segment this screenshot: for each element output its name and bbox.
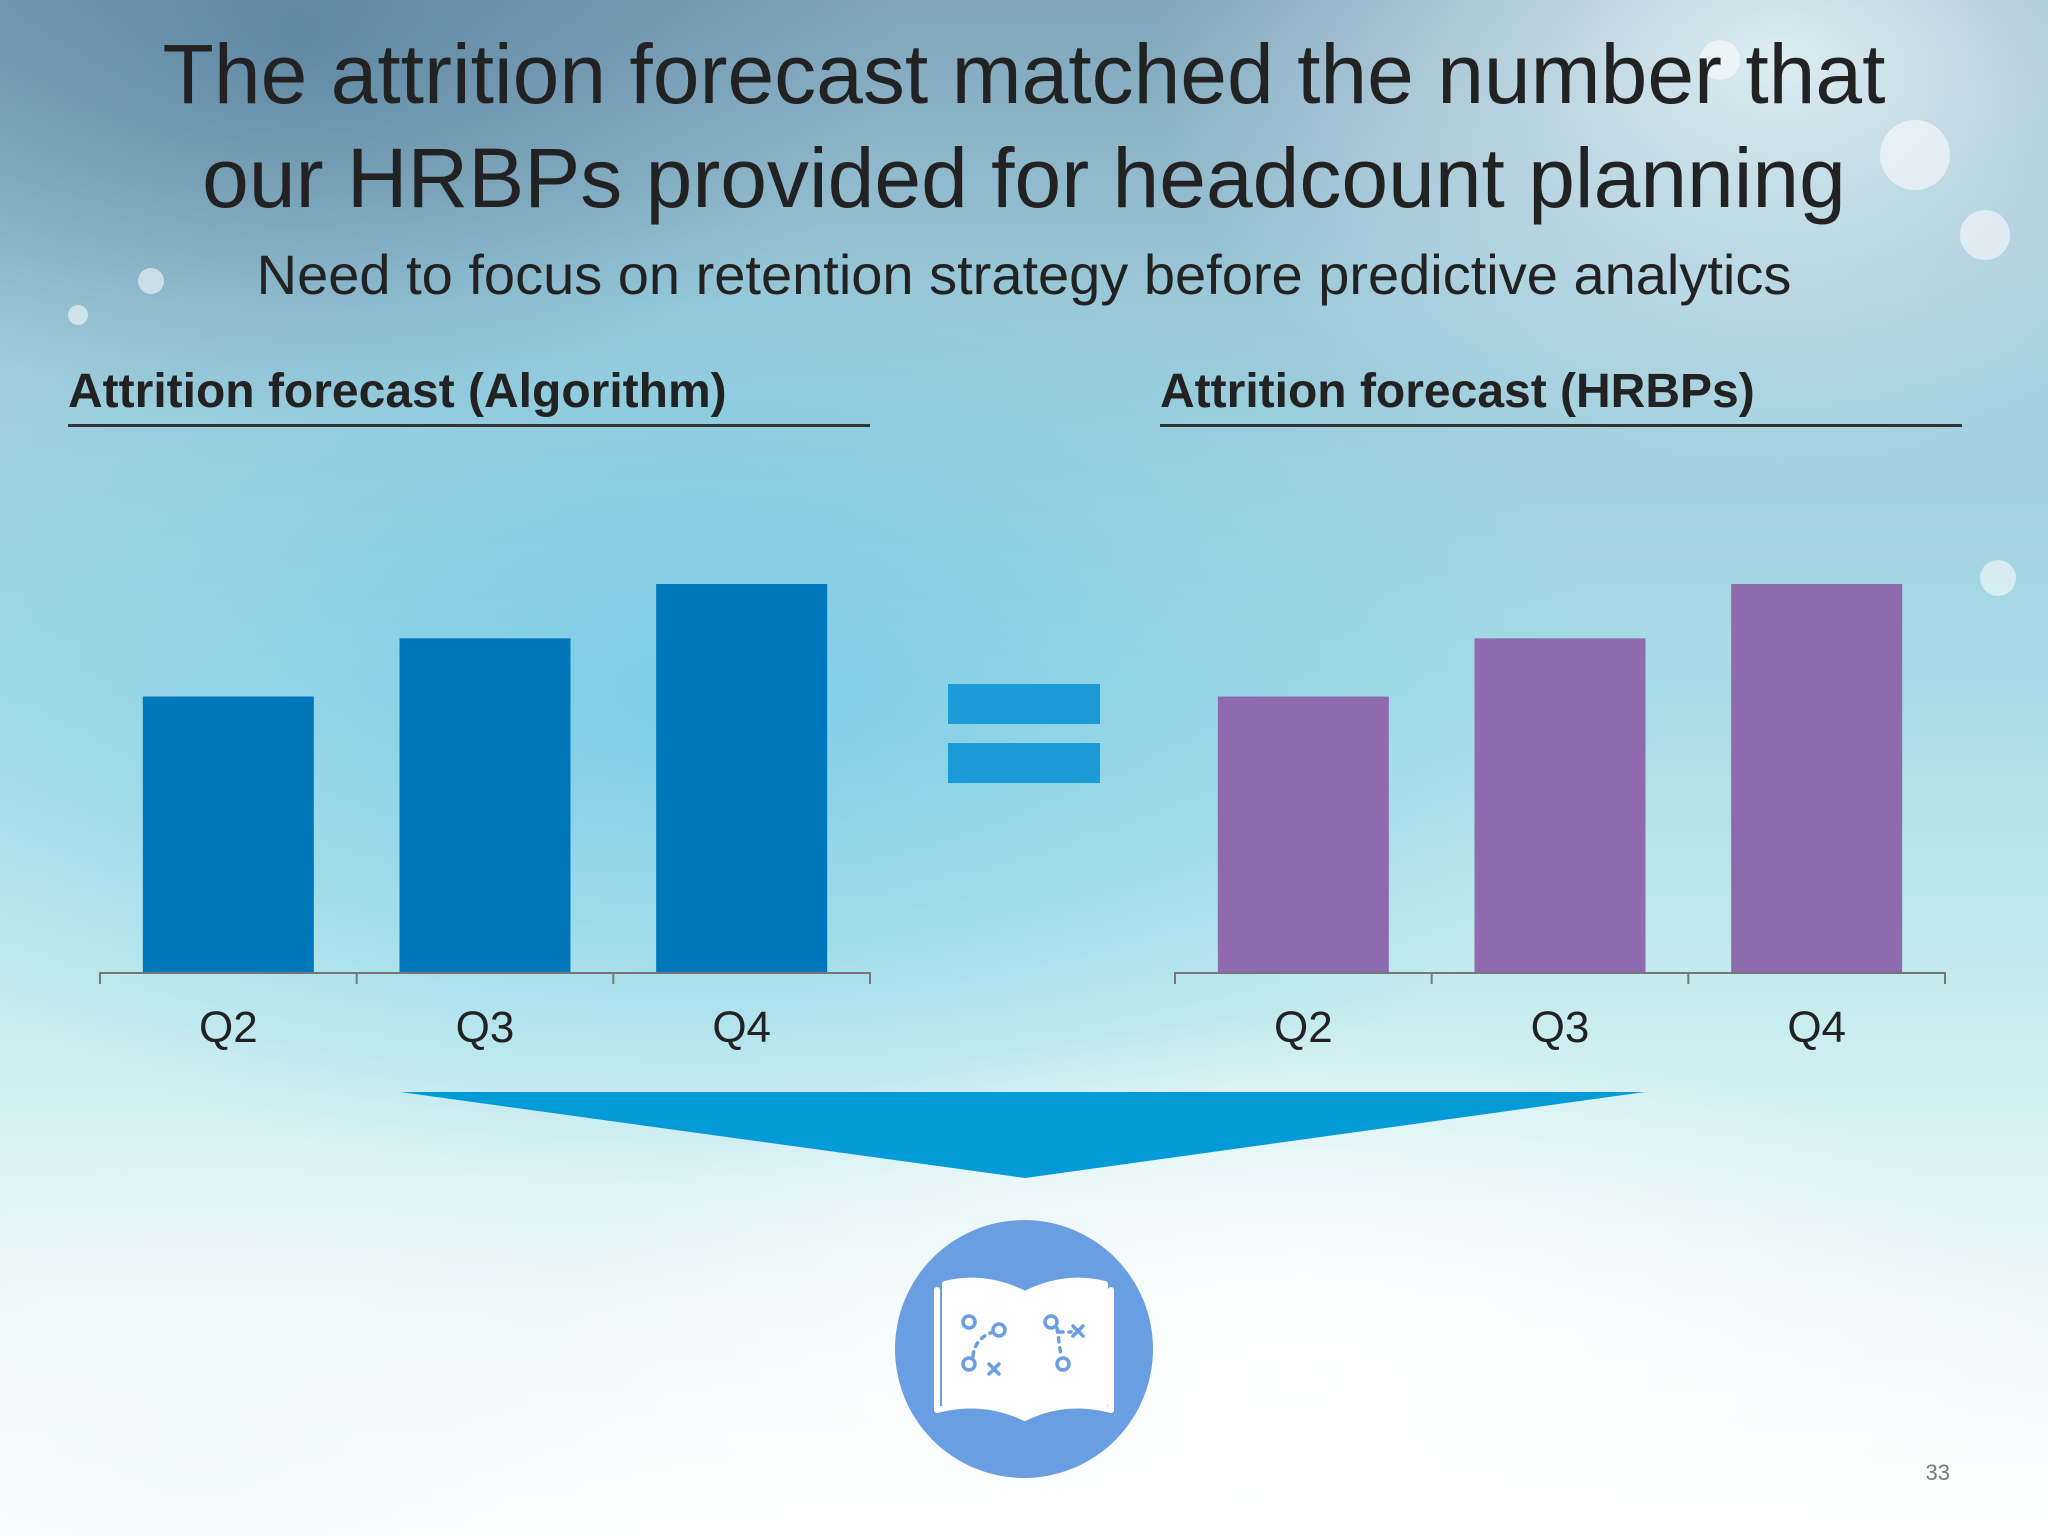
equals-sign-icon-top-bar bbox=[948, 684, 1100, 724]
algorithm-tick-label-q4: Q4 bbox=[712, 1003, 771, 1052]
bokeh-light bbox=[1880, 120, 1950, 190]
bokeh-light bbox=[138, 268, 164, 294]
slide-title: The attrition forecast matched the numbe… bbox=[60, 22, 1988, 230]
funnel-arrow-down-icon bbox=[400, 1092, 1645, 1178]
slide-title-line-2: our HRBPs provided for headcount plannin… bbox=[202, 131, 1846, 225]
slide-subtitle: Need to focus on retention strategy befo… bbox=[256, 243, 1792, 306]
bokeh-light bbox=[1960, 210, 2010, 260]
hrbp-tick-label-q2: Q2 bbox=[1274, 1003, 1333, 1052]
hrbp-bar-q4 bbox=[1731, 584, 1903, 972]
hrbp-chart-title: Attrition forecast (HRBPs) bbox=[1160, 362, 1962, 427]
algorithm-tick-label-q3: Q3 bbox=[456, 1003, 515, 1052]
bokeh-light bbox=[68, 305, 88, 325]
hrbp-bar-chart: Q2 Q3 Q4 bbox=[1174, 584, 1946, 1052]
algorithm-tick-label-q2: Q2 bbox=[199, 1003, 258, 1052]
hrbp-tick-label-q4: Q4 bbox=[1787, 1003, 1846, 1052]
page-number: 33 bbox=[1925, 1460, 1950, 1485]
playbook-book-icon bbox=[895, 1220, 1153, 1478]
algorithm-bar-q4 bbox=[656, 584, 828, 972]
hrbp-bar-q3 bbox=[1474, 638, 1646, 972]
algorithm-chart-title: Attrition forecast (Algorithm) bbox=[68, 362, 870, 427]
hrbp-tick-label-q3: Q3 bbox=[1531, 1003, 1590, 1052]
algorithm-bar-q3 bbox=[399, 638, 571, 972]
algorithm-bar-chart: Q2 Q3 Q4 bbox=[99, 584, 871, 1052]
bokeh-light bbox=[1980, 560, 2016, 596]
algorithm-bar-q2 bbox=[142, 696, 314, 972]
hrbp-bar-q2 bbox=[1217, 696, 1389, 972]
bokeh-light bbox=[1700, 40, 1740, 80]
equals-sign-icon-bottom-bar bbox=[948, 743, 1100, 783]
slide-title-line-1: The attrition forecast matched the numbe… bbox=[162, 27, 1886, 121]
